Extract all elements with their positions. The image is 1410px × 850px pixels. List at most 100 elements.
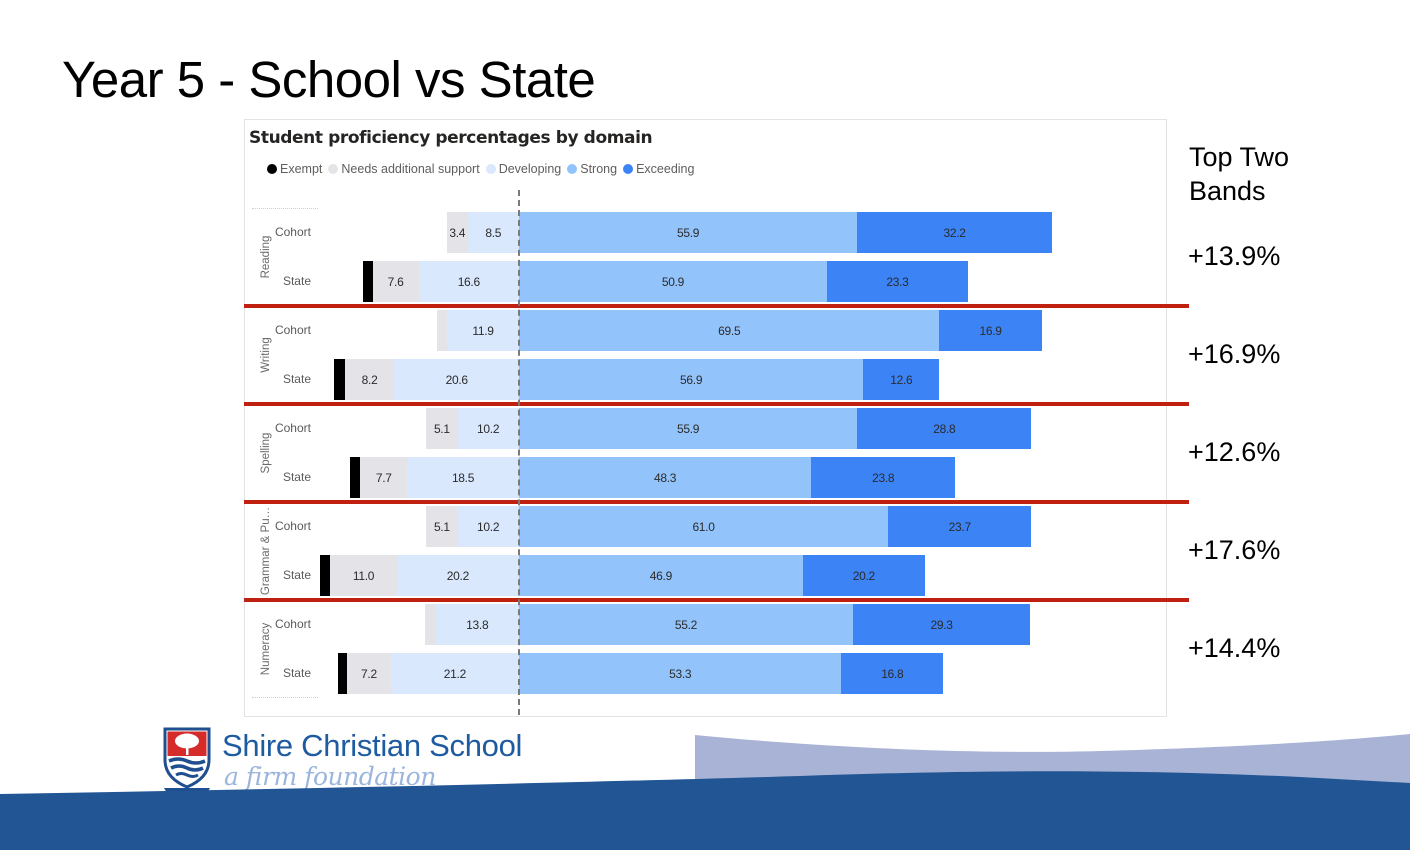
row-label-writing-state: State bbox=[282, 372, 311, 386]
row-label-reading-cohort: Cohort bbox=[274, 225, 311, 239]
value-label-numeracy-cohort-exceeding: 29.3 bbox=[930, 617, 953, 632]
bar-segment-numeracy-cohort-needs-additional-support[interactable] bbox=[425, 604, 436, 645]
bar-segment-reading-state-strong[interactable]: 50.9 bbox=[519, 261, 827, 302]
value-label-reading-cohort-exceeding: 32.2 bbox=[943, 225, 966, 240]
legend-item-needs-additional-support[interactable]: Needs additional support bbox=[328, 162, 480, 176]
legend-label-developing: Developing bbox=[498, 162, 562, 176]
bar-segment-numeracy-cohort-strong[interactable]: 55.2 bbox=[519, 604, 853, 645]
bar-segment-reading-cohort-needs-additional-support[interactable]: 3.4 bbox=[447, 212, 468, 253]
value-label-writing-state-needs-additional-support: 8.2 bbox=[361, 372, 378, 387]
value-label-spelling-cohort-strong: 55.9 bbox=[677, 421, 700, 436]
legend-dot-exceeding bbox=[623, 164, 634, 174]
bar-segment-reading-cohort-developing[interactable]: 8.5 bbox=[467, 212, 519, 253]
legend-item-exempt[interactable]: Exempt bbox=[267, 162, 322, 176]
bar-segment-writing-cohort-needs-additional-support[interactable] bbox=[436, 310, 447, 351]
bar-segment-writing-state-developing[interactable]: 20.6 bbox=[394, 359, 519, 400]
top-two-bands-diff-writing: +16.9% bbox=[1188, 339, 1281, 369]
value-label-spelling-cohort-needs-additional-support: 5.1 bbox=[433, 421, 450, 436]
value-label-grammar-pu-cohort-strong: 61.0 bbox=[692, 519, 715, 534]
bar-segment-numeracy-cohort-developing[interactable]: 13.8 bbox=[435, 604, 519, 645]
bar-segment-grammar-pu-state-needs-additional-support[interactable]: 11.0 bbox=[330, 555, 397, 596]
bar-segment-grammar-pu-state-exceeding[interactable]: 20.2 bbox=[802, 555, 925, 596]
bar-segment-reading-state-exceeding[interactable]: 23.3 bbox=[826, 261, 968, 302]
bar-segment-numeracy-state-strong[interactable]: 53.3 bbox=[519, 653, 842, 694]
bar-segment-reading-state-exempt[interactable] bbox=[362, 261, 373, 302]
value-label-numeracy-cohort-strong: 55.2 bbox=[674, 617, 698, 632]
legend-item-exceeding[interactable]: Exceeding bbox=[623, 162, 694, 176]
domain-label-writing: Writing bbox=[260, 337, 272, 373]
row-label-numeracy-state: State bbox=[282, 666, 311, 680]
legend-item-strong[interactable]: Strong bbox=[567, 162, 617, 176]
domain-separator-line bbox=[244, 304, 1189, 308]
bar-segment-writing-state-strong[interactable]: 56.9 bbox=[519, 359, 864, 400]
bar-segment-numeracy-state-needs-additional-support[interactable]: 7.2 bbox=[347, 653, 391, 694]
footer-waves-decoration bbox=[0, 734, 1410, 850]
value-label-grammar-pu-cohort-exceeding: 23.7 bbox=[948, 519, 971, 534]
value-label-numeracy-state-needs-additional-support: 7.2 bbox=[361, 666, 377, 681]
bar-segment-writing-state-needs-additional-support[interactable]: 8.2 bbox=[344, 359, 395, 400]
top-two-bands-diff-spelling: +12.6% bbox=[1188, 437, 1281, 467]
value-label-spelling-state-needs-additional-support: 7.7 bbox=[375, 470, 392, 485]
value-label-grammar-pu-state-exceeding: 20.2 bbox=[852, 568, 875, 583]
legend-dot-exempt bbox=[267, 164, 277, 174]
domain-separator-line bbox=[244, 598, 1189, 602]
bar-segment-writing-state-exceeding[interactable]: 12.6 bbox=[863, 359, 940, 400]
bar-segment-grammar-pu-cohort-needs-additional-support[interactable]: 5.1 bbox=[426, 506, 458, 547]
bar-segment-grammar-pu-state-exempt[interactable] bbox=[319, 555, 331, 596]
legend-label-exempt: Exempt bbox=[280, 162, 323, 176]
bar-segment-writing-cohort-exceeding[interactable]: 16.9 bbox=[939, 310, 1042, 351]
top-two-bands-heading: Top Two Bands bbox=[1189, 142, 1290, 206]
value-label-spelling-state-exceeding: 23.8 bbox=[872, 470, 895, 485]
row-label-grammar-pu-cohort: Cohort bbox=[274, 519, 311, 533]
row-label-numeracy-cohort: Cohort bbox=[274, 617, 311, 631]
value-label-grammar-pu-cohort-developing: 10.2 bbox=[477, 519, 500, 534]
footer-wave-dark bbox=[0, 771, 1410, 850]
value-label-spelling-cohort-developing: 10.2 bbox=[477, 421, 500, 436]
school-name: Shire Christian School bbox=[222, 728, 523, 763]
bar-segment-reading-state-developing[interactable]: 16.6 bbox=[418, 261, 519, 302]
bar-segment-spelling-cohort-strong[interactable]: 55.9 bbox=[519, 408, 858, 449]
top-two-bands-diff-numeracy: +14.4% bbox=[1188, 633, 1281, 663]
legend-dot-needs-additional-support bbox=[328, 164, 339, 174]
bar-segment-grammar-pu-state-strong[interactable]: 46.9 bbox=[519, 555, 803, 596]
bar-segment-reading-state-needs-additional-support[interactable]: 7.6 bbox=[372, 261, 419, 302]
top-two-bands-diff-reading: +13.9% bbox=[1188, 241, 1281, 271]
value-label-reading-state-exceeding: 23.3 bbox=[886, 274, 909, 289]
bar-segment-spelling-state-developing[interactable]: 18.5 bbox=[407, 457, 519, 498]
bar-segment-spelling-cohort-needs-additional-support[interactable]: 5.1 bbox=[426, 408, 458, 449]
row-label-spelling-cohort: Cohort bbox=[274, 421, 311, 435]
bar-segment-writing-cohort-strong[interactable]: 69.5 bbox=[519, 310, 940, 351]
bar-segment-reading-cohort-exceeding[interactable]: 32.2 bbox=[857, 212, 1052, 253]
bar-segment-numeracy-state-developing[interactable]: 21.2 bbox=[390, 653, 519, 694]
row-label-spelling-state: State bbox=[282, 470, 311, 484]
value-label-numeracy-cohort-developing: 13.8 bbox=[466, 617, 489, 632]
bar-segment-grammar-pu-cohort-developing[interactable]: 10.2 bbox=[457, 506, 519, 547]
value-label-reading-state-developing: 16.6 bbox=[457, 274, 480, 289]
bar-segment-writing-cohort-developing[interactable]: 11.9 bbox=[447, 310, 519, 351]
bar-segment-spelling-cohort-exceeding[interactable]: 28.8 bbox=[857, 408, 1032, 449]
top-two-bands-diff-grammar-pu: +17.6% bbox=[1188, 535, 1281, 565]
bar-segment-reading-cohort-strong[interactable]: 55.9 bbox=[519, 212, 858, 253]
bar-segment-grammar-pu-cohort-strong[interactable]: 61.0 bbox=[519, 506, 889, 547]
bar-segment-numeracy-state-exempt[interactable] bbox=[338, 653, 348, 694]
row-label-reading-state: State bbox=[282, 274, 311, 288]
bar-segment-grammar-pu-state-developing[interactable]: 20.2 bbox=[396, 555, 519, 596]
bar-segment-spelling-state-needs-additional-support[interactable]: 7.7 bbox=[360, 457, 408, 498]
slide-title: Year 5 - School vs State bbox=[62, 51, 596, 108]
bar-segment-spelling-state-strong[interactable]: 48.3 bbox=[519, 457, 812, 498]
bar-segment-grammar-pu-cohort-exceeding[interactable]: 23.7 bbox=[888, 506, 1032, 547]
legend-item-developing[interactable]: Developing bbox=[485, 162, 562, 176]
bar-segment-writing-state-exempt[interactable] bbox=[334, 359, 345, 400]
value-label-writing-cohort-exceeding: 16.9 bbox=[979, 323, 1002, 338]
axis-dotted-line-bottom bbox=[252, 697, 318, 698]
value-label-writing-cohort-developing: 11.9 bbox=[472, 323, 494, 338]
bar-segment-numeracy-cohort-exceeding[interactable]: 29.3 bbox=[852, 604, 1031, 645]
bar-segment-spelling-state-exempt[interactable] bbox=[350, 457, 361, 498]
bar-segment-spelling-state-exceeding[interactable]: 23.8 bbox=[811, 457, 956, 498]
value-label-grammar-pu-state-strong: 46.9 bbox=[649, 568, 672, 583]
bar-segment-numeracy-state-exceeding[interactable]: 16.8 bbox=[841, 653, 944, 694]
legend-label-strong: Strong bbox=[580, 162, 618, 176]
bar-segment-spelling-cohort-developing[interactable]: 10.2 bbox=[457, 408, 519, 449]
value-label-writing-state-exceeding: 12.6 bbox=[890, 372, 913, 387]
